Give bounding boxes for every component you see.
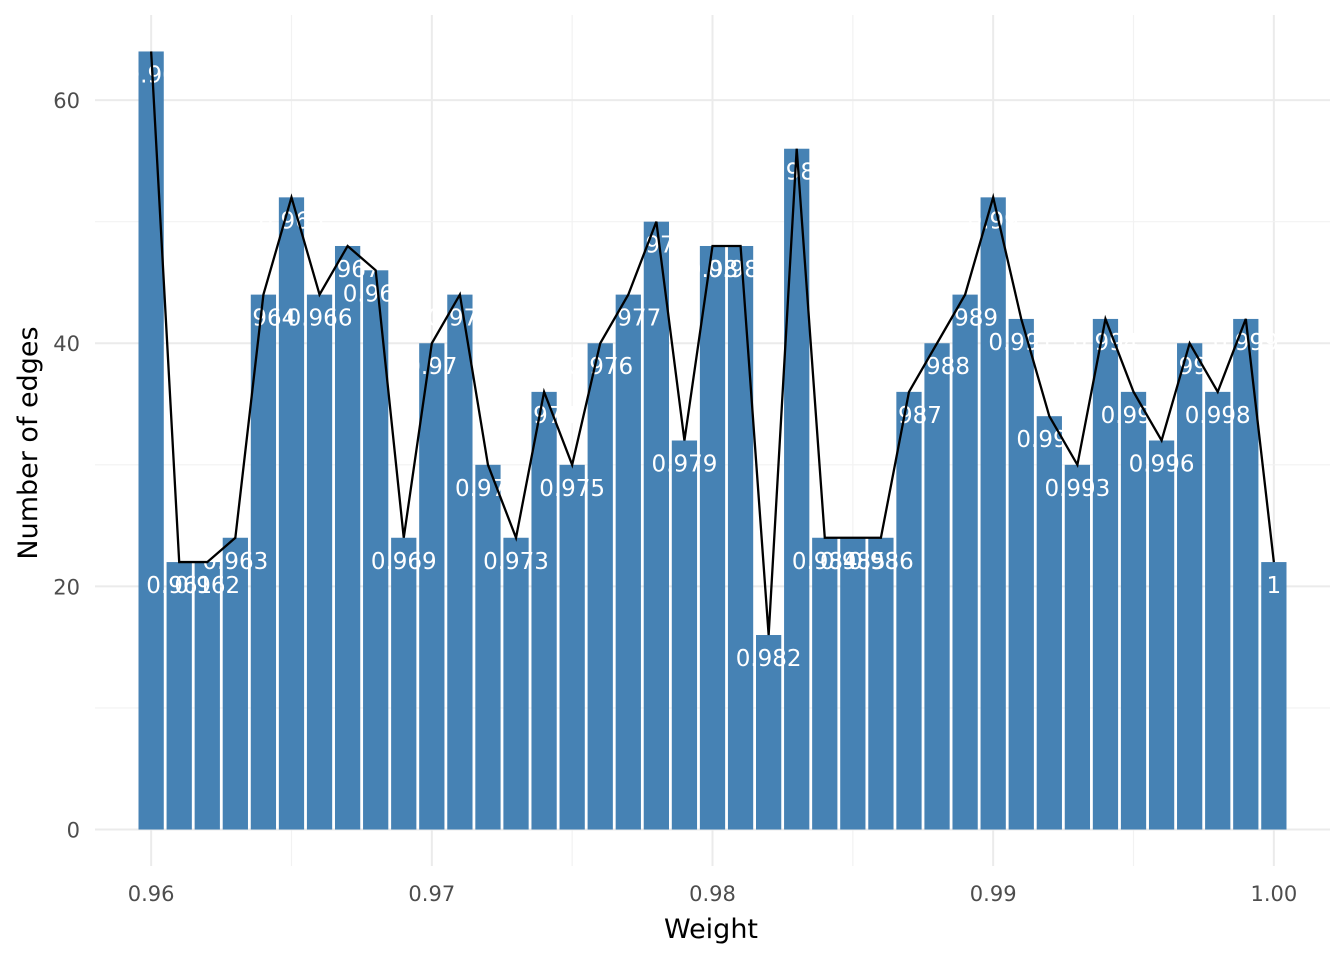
bar — [1036, 416, 1062, 830]
x-tick-label: 1.00 — [1250, 882, 1297, 906]
bar — [756, 635, 782, 830]
bar-value-label: 0.995 — [1101, 403, 1167, 429]
x-axis-title: Weight — [664, 914, 758, 945]
bar — [503, 537, 529, 830]
bar-value-label: 0.98 — [687, 257, 738, 283]
bar-value-label: 0.968 — [343, 281, 409, 307]
bar — [952, 294, 978, 830]
bar-value-label: 0.987 — [876, 403, 942, 429]
x-tick-label: 0.98 — [689, 882, 736, 906]
bar-value-label: 0.992 — [1016, 427, 1082, 453]
bar-value-label: 0.962 — [174, 573, 240, 599]
x-tick-label: 0.96 — [128, 882, 175, 906]
bar — [447, 294, 473, 830]
bar — [1064, 464, 1091, 830]
bar-value-label: 0.988 — [904, 354, 970, 380]
bar — [419, 343, 445, 830]
bar-value-label: 0.972 — [455, 476, 521, 502]
bar — [1177, 343, 1203, 830]
x-tick-label: 0.97 — [408, 882, 455, 906]
bar — [1205, 391, 1231, 830]
bar-value-label: 0.998 — [1185, 403, 1251, 429]
bar — [980, 197, 1006, 830]
bar-value-label: 0.973 — [483, 549, 549, 575]
bar — [306, 294, 333, 830]
bar — [1148, 440, 1175, 830]
bar — [363, 270, 389, 830]
y-tick-label: 20 — [53, 575, 80, 599]
bar-value-label: 0.961 — [146, 573, 212, 599]
y-axis-tick-labels: 0 20 40 60 — [53, 89, 80, 842]
bar — [643, 221, 669, 830]
bar — [278, 197, 305, 830]
bar-value-label: 0.989 — [932, 306, 998, 332]
bar-value-label: 0.986 — [848, 549, 914, 575]
y-tick-label: 60 — [53, 89, 80, 113]
x-axis-tick-labels: 0.96 0.97 0.98 0.99 1.00 — [128, 882, 1297, 906]
bar — [784, 148, 810, 830]
bar — [896, 391, 922, 830]
bar-value-label: 0.984 — [792, 549, 858, 575]
y-axis-title: Number of edges — [13, 326, 44, 559]
bar — [1092, 318, 1119, 830]
bar — [924, 343, 950, 830]
bar-value-label: 0.982 — [736, 646, 802, 672]
y-tick-label: 40 — [53, 332, 80, 356]
bar — [222, 537, 248, 830]
bar — [587, 343, 613, 830]
bar-value-label: 0.976 — [567, 354, 633, 380]
bar — [671, 440, 698, 830]
bar — [1233, 318, 1259, 830]
bar — [840, 537, 866, 830]
bar-value-label: 0.964 — [230, 306, 296, 332]
bar — [250, 294, 277, 830]
bar-value-label: 0.97 — [406, 354, 457, 380]
bar-value-label: 0.991 — [988, 330, 1054, 356]
bar — [391, 537, 417, 830]
bar — [559, 464, 585, 830]
bars — [138, 51, 1287, 830]
bar — [475, 464, 501, 830]
bar-value-label: 0.979 — [652, 452, 718, 478]
bar-value-label: 1 — [1267, 573, 1282, 599]
bar-value-label: 0.985 — [820, 549, 886, 575]
bar-value-label: 0.975 — [539, 476, 605, 502]
bar-value-label: 0.993 — [1044, 476, 1110, 502]
bar-value-label: 0.997 — [1157, 354, 1223, 380]
bar-value-label: 0.969 — [371, 549, 437, 575]
bar-value-label: 0.971 — [427, 306, 493, 332]
bar-value-label: 0.996 — [1129, 452, 1195, 478]
bar-value-label: 0.99 — [968, 208, 1019, 234]
bar-labels: 0.960.9610.9620.9630.9640.9650.9660.9670… — [126, 62, 1282, 672]
bar — [166, 562, 192, 830]
bar — [727, 245, 754, 830]
bar — [138, 51, 164, 830]
y-tick-label: 0 — [67, 819, 80, 843]
bar — [812, 537, 838, 830]
bar-value-label: 0.999 — [1213, 330, 1279, 356]
bar-value-label: 0.974 — [511, 403, 577, 429]
bar-value-label: 0.966 — [287, 306, 353, 332]
bar-value-label: 0.963 — [202, 549, 268, 575]
bar — [194, 562, 220, 830]
bar — [699, 245, 726, 830]
bar — [1261, 562, 1287, 830]
bar — [615, 294, 641, 830]
bar — [1008, 318, 1034, 830]
bar-value-label: 0.978 — [623, 233, 689, 259]
bar-value-label: 0.965 — [259, 208, 325, 234]
x-tick-label: 0.99 — [970, 882, 1017, 906]
bar — [1120, 391, 1147, 830]
bar — [531, 391, 557, 830]
series-line — [149, 51, 1276, 636]
bar-value-label: 0.967 — [315, 257, 381, 283]
bar — [334, 245, 361, 830]
bar-value-label: 0.977 — [595, 306, 661, 332]
bar — [868, 537, 894, 830]
bar-value-label: 0.994 — [1073, 330, 1139, 356]
